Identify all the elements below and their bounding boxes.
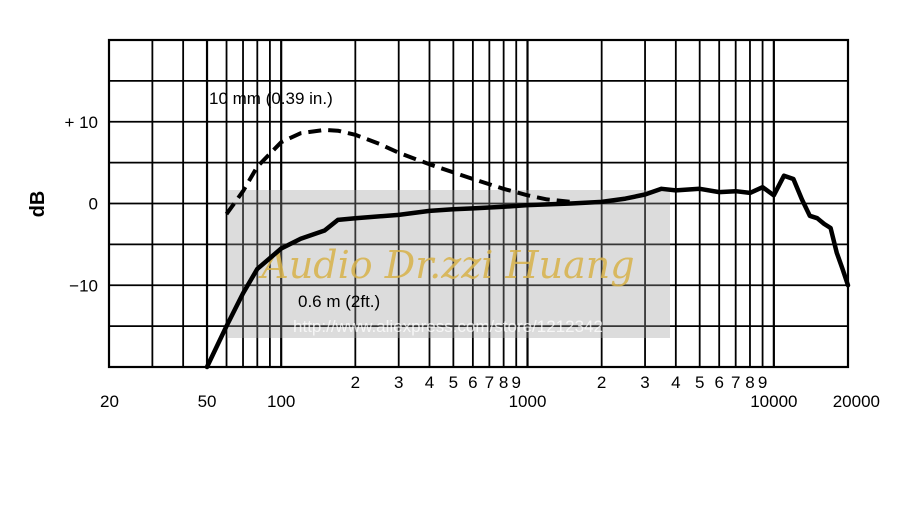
x-minor-tick-label: 2 [351, 373, 360, 392]
x-tick-label: 20000 [833, 392, 880, 411]
x-minor-tick-label: 6 [714, 373, 723, 392]
chart-frame [107, 38, 850, 369]
annotation-0.6m: 0.6 m (2ft.) [298, 292, 380, 311]
x-tick-label: 50 [198, 392, 217, 411]
x-tick-label: 1000 [509, 392, 547, 411]
x-minor-tick-label: 9 [758, 373, 767, 392]
x-minor-tick-label: 9 [512, 373, 521, 392]
x-minor-tick-label: 3 [394, 373, 403, 392]
watermark: Audio Dr.zzi Huang http://www.aliexpress… [227, 190, 670, 338]
x-minor-tick-label: 8 [745, 373, 754, 392]
x-minor-tick-label: 4 [425, 373, 434, 392]
watermark-brand: Audio Dr.zzi Huang [258, 243, 634, 287]
y-tick-labels: + 10 0 −10 [64, 113, 98, 296]
x-minor-tick-label: 5 [695, 373, 704, 392]
x-minor-tick-label: 7 [485, 373, 494, 392]
chart-annotations: 10 mm (0.39 in.) 0.6 m (2ft.) [209, 89, 380, 311]
annotation-10mm: 10 mm (0.39 in.) [209, 89, 333, 108]
x-tick-label: 20 [100, 392, 119, 411]
watermark-url: http://www.aliexpress.com/store/1212342 [293, 317, 603, 336]
x-tick-label: 100 [267, 392, 295, 411]
x-tick-label: 10000 [750, 392, 797, 411]
x-minor-tick-label: 7 [731, 373, 740, 392]
y-tick-label: −10 [69, 276, 98, 295]
chart-series [204, 127, 851, 370]
x-minor-tick-label: 3 [640, 373, 649, 392]
x-minor-tick-label: 2 [597, 373, 606, 392]
series-line-0.6m [204, 173, 851, 370]
y-tick-label: + 10 [64, 113, 98, 132]
chart-grid [109, 40, 848, 367]
x-minor-tick-label: 5 [449, 373, 458, 392]
x-minor-tick-label: 6 [468, 373, 477, 392]
plot-frame [107, 38, 850, 369]
x-minor-tick-label: 4 [671, 373, 680, 392]
watermark-panel [227, 190, 670, 338]
y-tick-label: 0 [89, 195, 98, 214]
x-minor-tick-label: 8 [499, 373, 508, 392]
y-axis-label: dB [27, 191, 49, 218]
